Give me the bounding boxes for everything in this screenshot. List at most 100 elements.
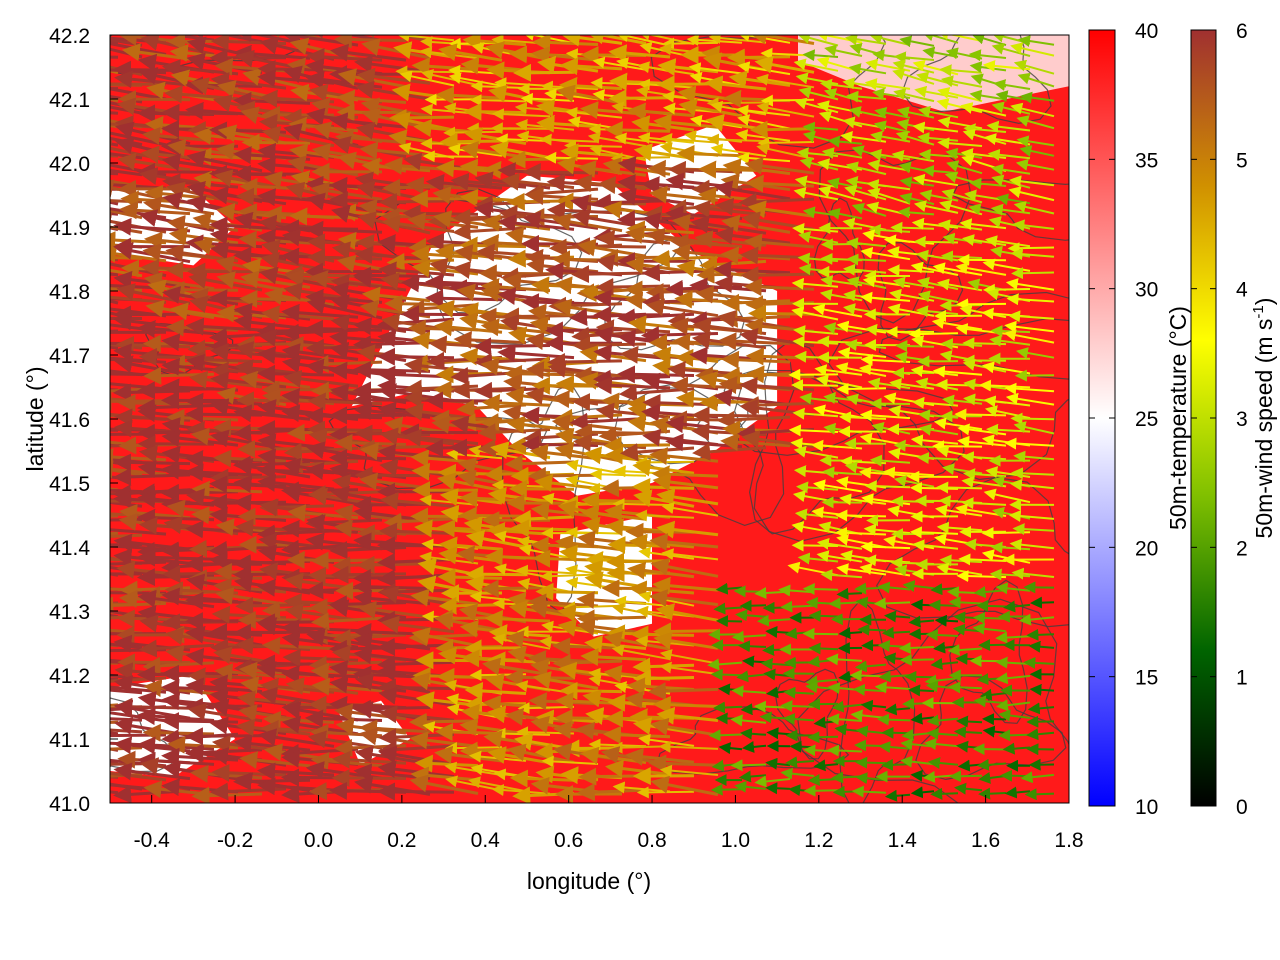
wind-arrow — [480, 579, 551, 598]
wind-arrow — [606, 552, 671, 571]
wind-arrow — [650, 717, 719, 737]
wind-arrow — [604, 120, 671, 139]
y-axis: 41.0 41.1 41.2 41.3 41.4 41.5 41.6 41.7 41.8 41.9… — [49, 25, 118, 816]
wind-arrow — [756, 614, 791, 627]
wind-arrow — [334, 433, 407, 452]
wind-arrow — [710, 143, 767, 158]
wind-arrow — [708, 729, 743, 742]
wind-arrow — [110, 587, 119, 592]
x-tick-label: 1.0 — [721, 829, 750, 852]
x-axis: -0.4 -0.2 0.0 0.2 0.4 0.6 0.8 1.0 1.2 1.4 1.6 1.8 — [134, 795, 1084, 852]
wind-arrow — [437, 568, 503, 587]
wind-arrow — [504, 364, 575, 383]
wind-arrow — [706, 97, 767, 110]
wind-arrow — [617, 365, 695, 384]
wind-arrow — [1026, 715, 1055, 728]
wind-arrow — [110, 733, 167, 738]
wind-arrow — [281, 481, 359, 500]
wind-colorbar-label-end: ) — [1251, 298, 1277, 306]
wind-arrow — [652, 576, 719, 595]
wind-arrow — [610, 152, 671, 165]
wind-arrow — [630, 625, 695, 644]
wind-arrow — [744, 156, 815, 175]
wind-arrow — [740, 266, 815, 285]
wind-arrow — [802, 583, 839, 595]
wind-arrow — [237, 439, 311, 458]
wind-arrow — [521, 435, 599, 454]
wind-arrow — [662, 37, 719, 50]
wind-arrow — [1011, 267, 1055, 280]
wind-arrow — [137, 162, 215, 181]
x-tick-label: 0.0 — [304, 829, 333, 852]
wind-arrow — [731, 685, 767, 698]
wind-arrow — [976, 599, 1007, 612]
wind-arrow — [110, 211, 119, 216]
wind-arrow — [310, 551, 383, 570]
wind-arrow — [289, 207, 359, 226]
wind-arrow — [110, 591, 167, 595]
wind-arrow — [895, 339, 935, 352]
wind-arrow — [305, 338, 383, 357]
wind-arrow — [857, 623, 887, 636]
colorbar-tick-label: 35 — [1135, 149, 1158, 172]
colorbar-tick-label: 5 — [1236, 149, 1248, 172]
wind-arrow — [307, 248, 383, 267]
wind-arrow — [956, 715, 983, 728]
wind-arrow — [955, 652, 983, 665]
y-tick-label: 41.1 — [49, 729, 90, 752]
wind-arrow — [110, 142, 119, 147]
wind-arrow — [854, 582, 887, 595]
contour-line — [774, 668, 840, 760]
wind-arrow — [490, 122, 551, 135]
wind-arrow — [110, 244, 119, 249]
wind-arrow — [740, 703, 767, 716]
x-tick-label: -0.4 — [134, 829, 171, 852]
wind-arrow — [908, 327, 959, 340]
wind-arrow — [742, 740, 767, 753]
wind-arrow — [655, 603, 719, 622]
wind-arrow — [789, 740, 815, 753]
colorbar-tick-label: 6 — [1236, 20, 1248, 43]
wind-arrow — [1026, 628, 1055, 641]
wind-arrow — [110, 371, 119, 376]
wind-arrow — [438, 596, 503, 615]
wind-arrow — [612, 498, 671, 511]
contour-line — [656, 706, 850, 775]
wind-arrow — [602, 725, 671, 744]
wind-arrow — [395, 65, 455, 78]
wind-colorbar-label: 50m-wind speed (m s-1) — [1250, 298, 1277, 539]
wind-arrow — [572, 336, 647, 355]
wind-arrow — [1007, 242, 1055, 255]
wind-arrow — [742, 655, 767, 668]
wind-arrow — [354, 466, 431, 485]
wind-arrow — [736, 670, 767, 683]
wind-arrow — [422, 150, 479, 163]
wind-arrow — [581, 491, 647, 510]
wind-arrow — [110, 643, 119, 648]
colorbar-tick-label: 20 — [1135, 537, 1158, 560]
x-tick-label: 0.6 — [554, 829, 583, 852]
wind-arrow — [571, 265, 647, 284]
wind-arrow — [439, 132, 503, 151]
wind-arrow — [331, 769, 407, 788]
wind-arrow — [656, 706, 719, 725]
y-tick-label: 41.8 — [49, 281, 90, 304]
wind-arrow — [632, 478, 695, 497]
y-tick-label: 41.4 — [49, 537, 90, 560]
wind-arrow — [353, 360, 431, 379]
wind-arrow — [707, 658, 743, 671]
wind-arrow — [463, 102, 527, 121]
wind-arrow — [730, 759, 767, 772]
wind-arrow — [603, 436, 671, 455]
y-tick-label: 42.0 — [49, 153, 90, 176]
wind-arrow — [402, 204, 479, 223]
y-axis-label: latitude (°) — [22, 366, 48, 471]
wind-arrow — [329, 595, 407, 614]
temperature-colorbar-label: 50m-temperature (°C) — [1165, 306, 1191, 530]
wind-arrow — [305, 319, 383, 338]
wind-arrow — [377, 347, 455, 366]
wind-arrow — [934, 614, 959, 627]
wind-arrow — [649, 589, 719, 608]
wind-arrow — [464, 681, 527, 700]
wind-arrow — [508, 479, 575, 498]
